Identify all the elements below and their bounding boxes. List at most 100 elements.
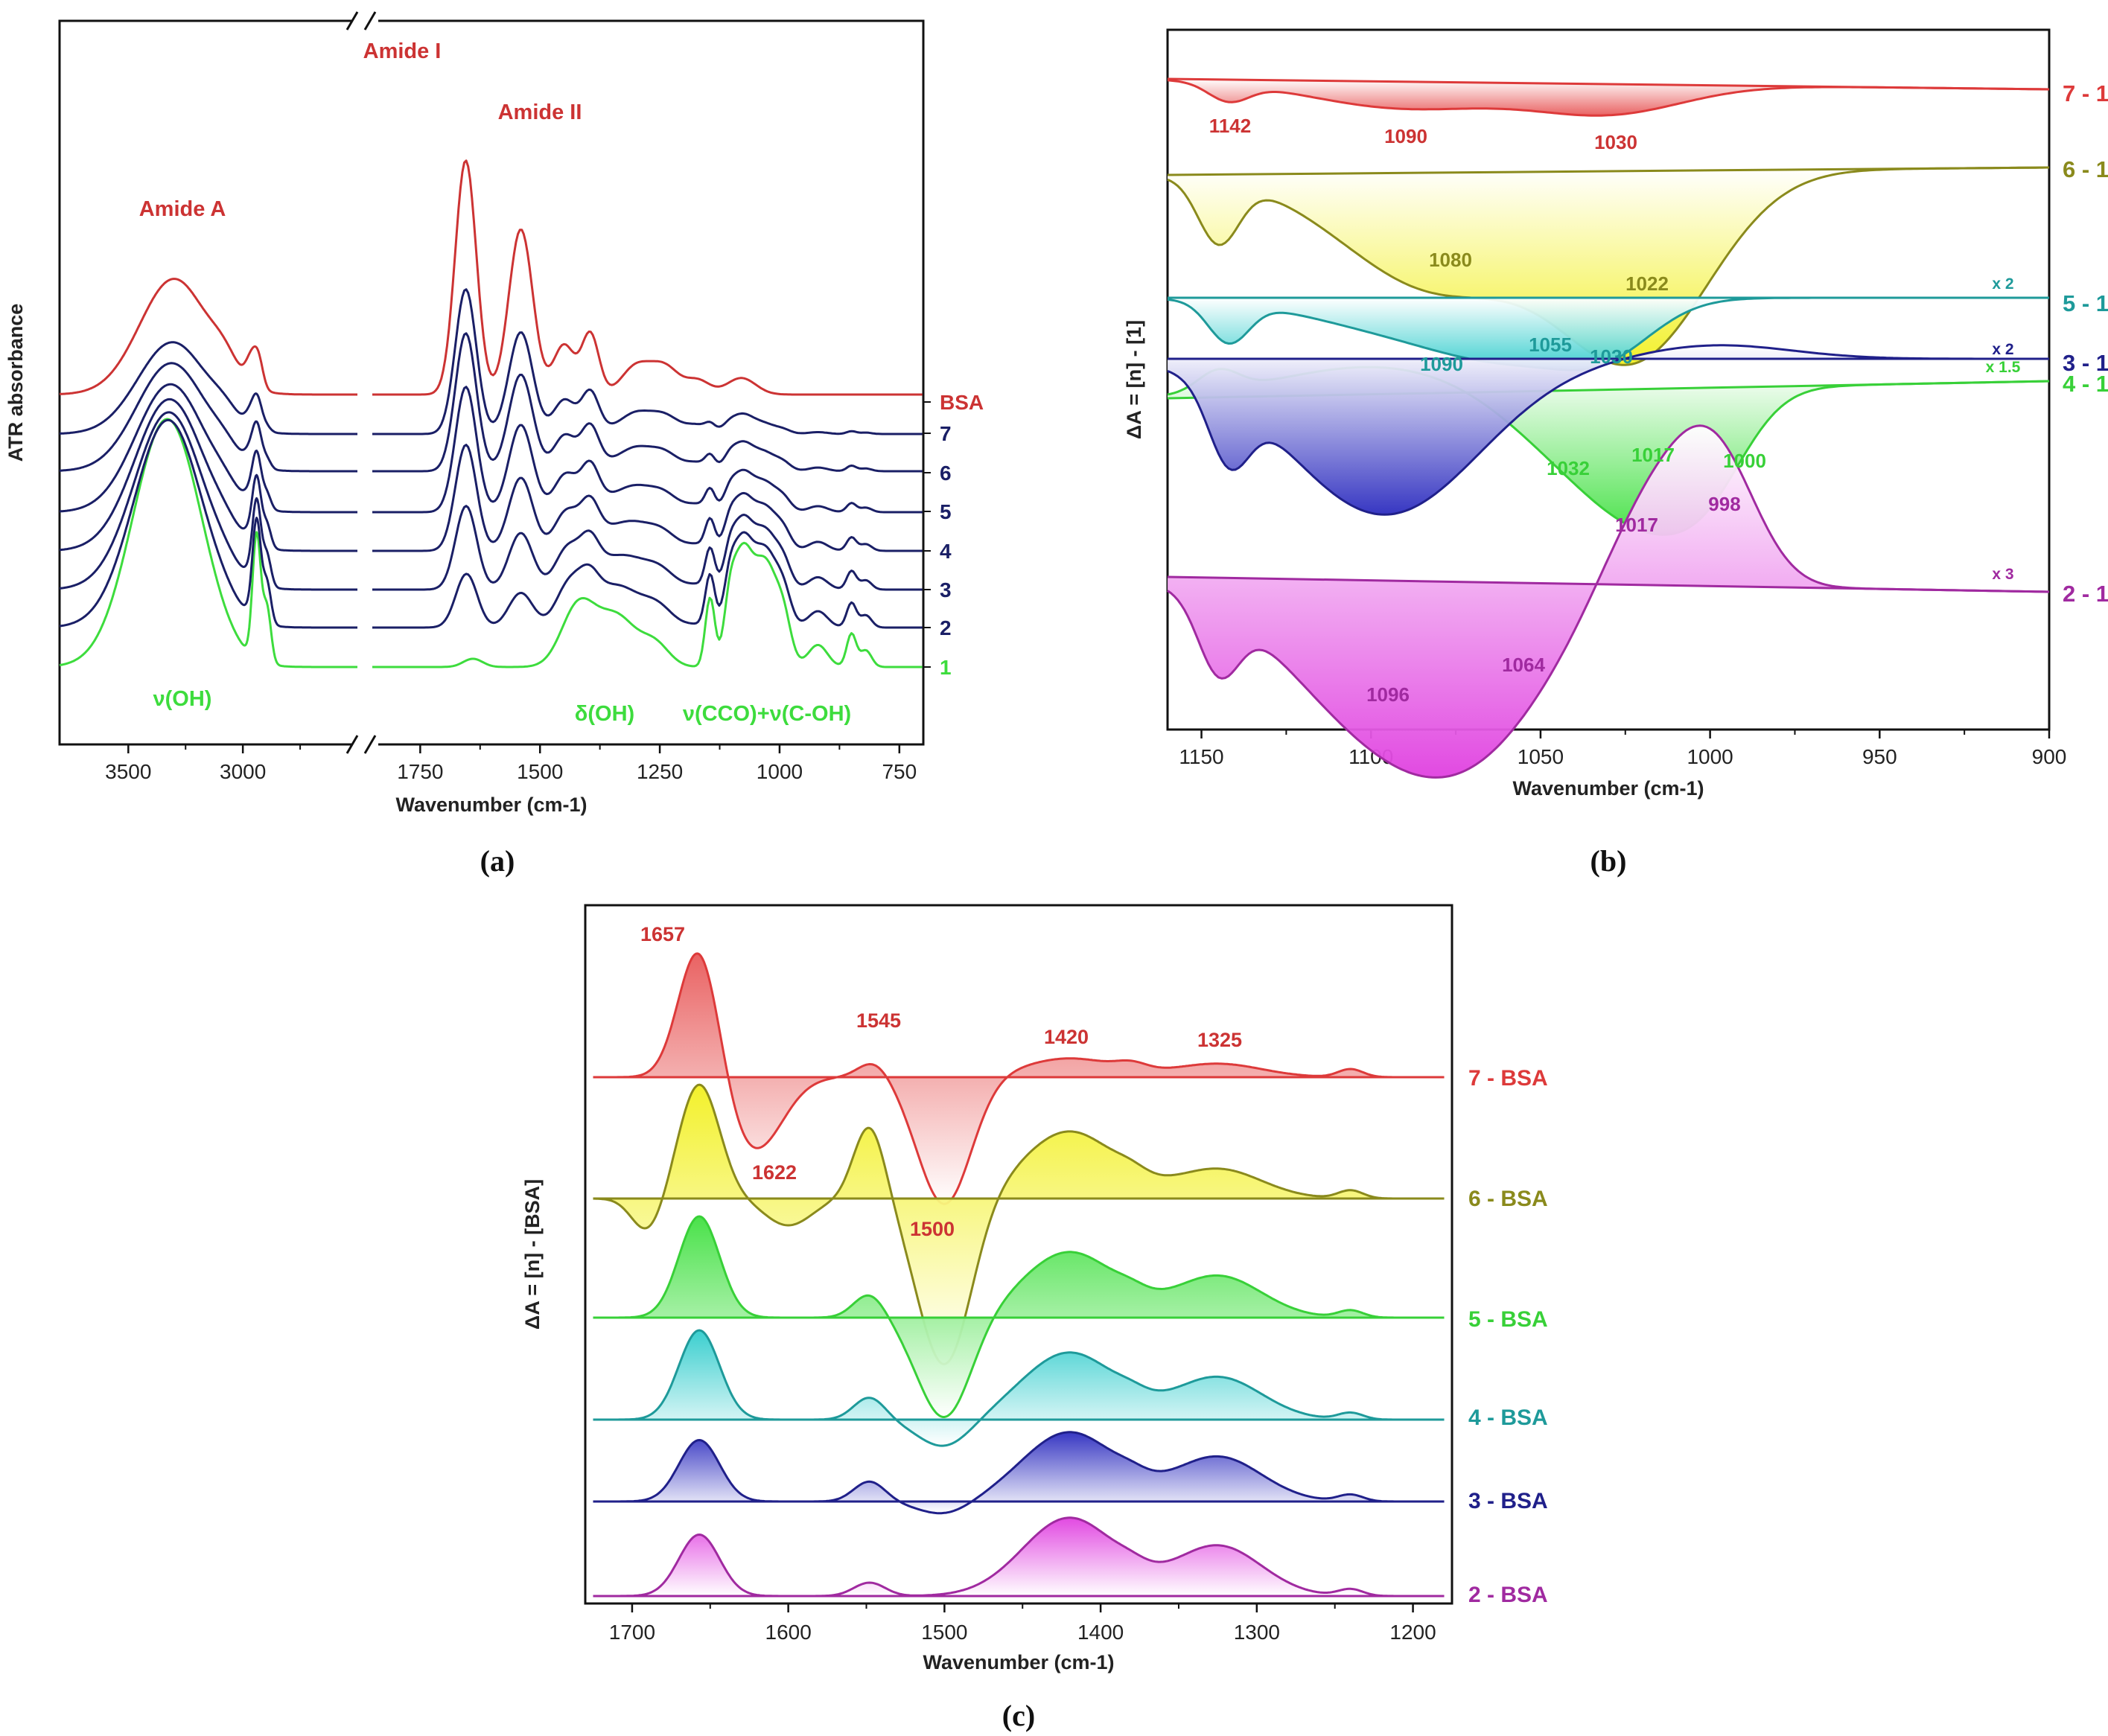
axis-break-bottom-gap xyxy=(351,740,378,749)
spectrum-3-seg0 xyxy=(59,411,358,591)
peak-label-b-10: 1000 xyxy=(1723,450,1766,472)
x-tick-label: 1400 xyxy=(1077,1621,1124,1644)
spectrum-1-seg1 xyxy=(372,541,923,668)
x-tick-label: 750 xyxy=(882,760,917,783)
peak-label-c-1: 1545 xyxy=(856,1009,901,1032)
chart-b-xlabel: Wavenumber (cm-1) xyxy=(1512,777,1704,800)
peak-label-b-7: 1030 xyxy=(1590,345,1633,368)
series-label-7: 7 xyxy=(940,422,952,445)
curve-c-1 xyxy=(593,1083,1445,1365)
x-tick-label: 1750 xyxy=(397,760,443,783)
chart-a-ylabel: ATR absorbance xyxy=(4,304,27,462)
series-label-c-5: 2 - BSA xyxy=(1468,1583,1548,1607)
series-label-4: 4 xyxy=(940,540,952,563)
spectrum-6-seg0 xyxy=(59,362,358,473)
peak-label-b-13: 1096 xyxy=(1366,683,1410,706)
spectrum-1-seg0 xyxy=(59,418,358,668)
spectrum-2-seg1 xyxy=(372,531,923,629)
series-label-BSA: BSA xyxy=(940,391,984,414)
x-tick-label: 1700 xyxy=(609,1621,655,1644)
annotation-a-2: Amide II xyxy=(498,100,582,124)
peak-label-b-5: 1090 xyxy=(1420,353,1463,375)
x-tick-label: 1150 xyxy=(1179,745,1223,768)
series-label-b-3: 4 - 1 xyxy=(2063,371,2108,397)
axis-break-mark-bottom-2 xyxy=(363,735,377,754)
area-c-0 xyxy=(593,953,1445,1204)
spectrum-3-seg1 xyxy=(372,505,923,591)
series-label-b-4: 3 - 1 xyxy=(2063,350,2108,376)
scale-label-b-4: x 2 xyxy=(1992,341,2013,358)
series-label-6: 6 xyxy=(940,462,952,485)
scale-label-b-2: x 2 xyxy=(1992,275,2013,293)
x-tick-label: 1050 xyxy=(1518,745,1564,768)
spectrum-4-seg0 xyxy=(59,398,358,552)
panel-label-a: (a) xyxy=(480,844,515,878)
x-tick-label: 1600 xyxy=(765,1621,812,1644)
peak-label-b-1: 1090 xyxy=(1384,125,1427,147)
x-tick-label: 1200 xyxy=(1389,1621,1436,1644)
area-c-1 xyxy=(593,1085,1445,1365)
series-label-c-1: 6 - BSA xyxy=(1468,1187,1548,1211)
chart-b-ylabel: ΔA = [n] - [1] xyxy=(1123,320,1145,439)
series-label-c-4: 3 - BSA xyxy=(1468,1489,1548,1513)
annotation-a-5: ν(CCO)+ν(C-OH) xyxy=(683,702,851,726)
baseline-b-5 xyxy=(1167,575,2050,593)
chart-a-xlabel: Wavenumber (cm-1) xyxy=(395,794,587,816)
peak-label-b-14: 1064 xyxy=(1502,654,1545,676)
curve-c-5 xyxy=(593,1516,1445,1598)
chart-c-xlabel: Wavenumber (cm-1) xyxy=(923,1651,1114,1673)
panel-label-b: (b) xyxy=(1590,844,1627,878)
series-label-5: 5 xyxy=(940,500,952,523)
annotation-a-4: δ(OH) xyxy=(575,702,634,726)
x-tick-label: 3500 xyxy=(105,760,151,783)
spectrum-4-seg1 xyxy=(372,444,923,552)
peak-label-b-6: 1055 xyxy=(1529,334,1572,356)
peak-label-b-9: 1017 xyxy=(1631,444,1675,466)
scale-label-b-5: x 3 xyxy=(1992,566,2013,583)
peak-label-c-5: 1500 xyxy=(910,1218,955,1240)
spectrum-BSA-seg0 xyxy=(59,278,358,396)
series-label-2: 2 xyxy=(940,616,952,639)
axis-break-mark-top-2 xyxy=(363,11,377,31)
annotation-a-3: ν(OH) xyxy=(153,687,212,711)
area-b-3 xyxy=(1168,367,2049,535)
chart-c: 1700 1600 1500 1400 1300 1200 Wavenumber (cm-1… xyxy=(521,904,1548,1673)
scale-label-b-3: x 1.5 xyxy=(1986,359,2021,376)
baseline-b-1 xyxy=(1167,166,2050,176)
annotation-a-1: Amide I xyxy=(363,39,442,63)
peak-label-c-4: 1622 xyxy=(752,1161,797,1184)
peak-label-c-0: 1657 xyxy=(640,923,685,945)
x-tick-label: 3000 xyxy=(220,760,266,783)
series-label-b-2: 5 - 1 xyxy=(2063,290,2108,316)
area-b-4 xyxy=(1168,345,2049,515)
series-label-c-3: 4 - BSA xyxy=(1468,1405,1548,1430)
x-tick-label: 1000 xyxy=(757,760,803,783)
series-label-b-1: 6 - 1 xyxy=(2063,156,2108,182)
peak-label-c-3: 1325 xyxy=(1197,1029,1242,1051)
series-label-c-0: 7 - BSA xyxy=(1468,1066,1548,1091)
area-c-4 xyxy=(593,1432,1445,1513)
area-c-5 xyxy=(593,1517,1445,1596)
spectrum-7-seg0 xyxy=(59,341,358,435)
x-tick-label: 1500 xyxy=(921,1621,967,1644)
baseline-b-0 xyxy=(1167,77,2050,91)
chart-a-frame xyxy=(58,19,925,746)
axis-break-mark-bottom-1 xyxy=(346,735,359,754)
curve-c-3 xyxy=(593,1329,1445,1447)
peak-label-b-2: 1030 xyxy=(1594,131,1637,153)
x-tick-label: 1250 xyxy=(637,760,683,783)
peak-label-c-2: 1420 xyxy=(1044,1026,1089,1048)
series-label-3: 3 xyxy=(940,578,952,601)
peak-label-b-12: 998 xyxy=(1708,493,1740,515)
area-c-3 xyxy=(593,1330,1445,1446)
spectrum-7-seg1 xyxy=(372,288,923,435)
spectrum-5-seg0 xyxy=(59,383,358,514)
peak-label-b-4: 1022 xyxy=(1625,272,1669,295)
annotation-a-0: Amide A xyxy=(139,197,226,221)
peak-label-b-11: 1017 xyxy=(1615,514,1658,536)
spectrum-5-seg1 xyxy=(372,386,923,514)
series-label-b-0: 7 - 1 xyxy=(2063,80,2108,106)
peak-label-b-8: 1032 xyxy=(1547,457,1590,479)
